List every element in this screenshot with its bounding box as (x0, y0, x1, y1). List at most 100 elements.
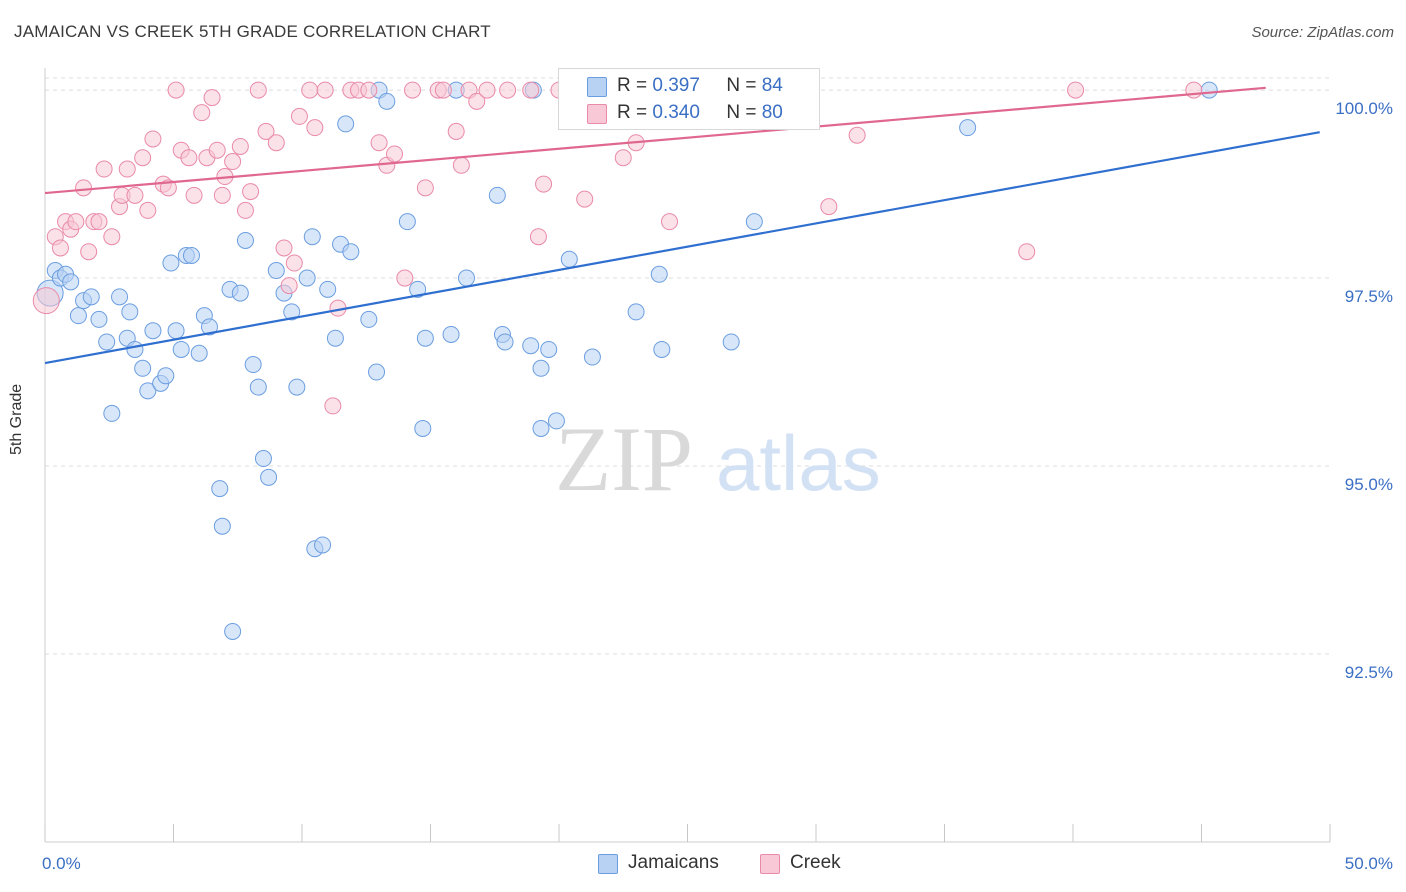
legend-r-label: R = (617, 75, 648, 96)
jamaicans-point (319, 280, 337, 298)
creek-point (185, 186, 203, 204)
creek-point (32, 287, 60, 315)
creek-point (447, 122, 465, 140)
jamaicans-point (398, 213, 416, 231)
jamaicans-point (1200, 81, 1218, 99)
jamaicans-point (288, 378, 306, 396)
creek-point (236, 201, 254, 219)
legend-r-creek: 0.340 (652, 102, 700, 123)
creek-point (67, 213, 85, 231)
watermark-atlas: atlas (716, 419, 881, 507)
legend-n-label: N = (726, 102, 757, 123)
jamaicans-point (260, 468, 278, 486)
creek-point (134, 149, 152, 167)
creek-point (208, 141, 226, 159)
creek-point (95, 160, 113, 178)
y-tick-labels: 100.0% 97.5% 95.0% 92.5% (1335, 99, 1393, 682)
legend-swatch-jamaicans (587, 77, 607, 97)
jamaicans-point (190, 344, 208, 362)
jamaicans-point (213, 517, 231, 535)
creek-point (249, 81, 267, 99)
creek-point (257, 122, 275, 140)
legend-row-jamaicans: R = 0.397 N = 84 (617, 75, 783, 97)
jamaicans-point (283, 303, 301, 321)
jamaicans-point (103, 404, 121, 422)
creek-point (416, 179, 434, 197)
creek-point (820, 198, 838, 216)
creek-point (203, 89, 221, 107)
jamaicans-point (378, 92, 396, 110)
creek-point (1018, 243, 1036, 261)
trend-lines (44, 86, 1320, 365)
creek-point (478, 81, 496, 99)
legend-row-creek: R = 0.340 N = 80 (617, 102, 783, 124)
jamaicans-point (254, 450, 272, 468)
creek-point (452, 156, 470, 174)
creek-point (576, 190, 594, 208)
jamaicans-point (627, 303, 645, 321)
creek-point (848, 126, 866, 144)
legend-label-creek: Creek (790, 852, 841, 873)
y-tick-label: 97.5% (1345, 287, 1393, 306)
x-tick-label: 0.0% (42, 854, 81, 873)
creek-point (386, 145, 404, 163)
watermark: ZIP atlas (555, 408, 881, 510)
legend-label-jamaicans: Jamaicans (628, 852, 719, 873)
jamaicans-point (959, 119, 977, 137)
jamaicans-point (414, 419, 432, 437)
jamaicans-point (303, 228, 321, 246)
watermark-zip: ZIP (555, 408, 693, 510)
creek-point (499, 81, 517, 99)
legend-r-label: R = (617, 102, 648, 123)
creek-point (306, 119, 324, 137)
jamaicans-point (90, 310, 108, 328)
creek-point (75, 179, 93, 197)
creek-point (529, 228, 547, 246)
creek-point (275, 239, 293, 257)
jamaicans-point (522, 337, 540, 355)
creek-point (522, 81, 540, 99)
creek-point (1185, 81, 1203, 99)
creek-point (224, 153, 242, 171)
jamaicans-point (722, 333, 740, 351)
creek-point (103, 228, 121, 246)
creek-point (80, 243, 98, 261)
creek-point (51, 239, 69, 257)
jamaicans-point (157, 367, 175, 385)
creek-point (267, 134, 285, 152)
legend-swatch-jamaicans (598, 854, 618, 874)
jamaicans-point (139, 382, 157, 400)
jamaicans-point (298, 269, 316, 287)
creek-point (360, 81, 378, 99)
creek-point (180, 149, 198, 167)
jamaicans-point (496, 333, 514, 351)
jamaicans-trend-line (44, 131, 1320, 365)
jamaicans-point (488, 186, 506, 204)
jamaicans-point (314, 536, 332, 554)
jamaicans-point (337, 115, 355, 133)
x-tick-label: 50.0% (1345, 854, 1393, 873)
jamaicans-point (326, 329, 344, 347)
jamaicans-point (144, 322, 162, 340)
creek-point (396, 269, 414, 287)
jamaicans-point (172, 340, 190, 358)
creek-point (167, 81, 185, 99)
jamaicans-point (342, 243, 360, 261)
jamaicans-point (267, 262, 285, 280)
jamaicans-points (36, 81, 1218, 640)
jamaicans-point (442, 325, 460, 343)
jamaicans-point (653, 340, 671, 358)
legend-n-label: N = (726, 75, 757, 96)
axes (44, 68, 1331, 843)
creek-point (468, 92, 486, 110)
creek-point (370, 134, 388, 152)
legend-swatch-creek (760, 854, 780, 874)
creek-point (118, 160, 136, 178)
legend-n-jamaicans: 84 (761, 75, 783, 96)
jamaicans-point (98, 333, 116, 351)
jamaicans-point (211, 480, 229, 498)
jamaicans-point (532, 359, 550, 377)
legend-r-jamaicans: 0.397 (652, 75, 700, 96)
creek-point (144, 130, 162, 148)
